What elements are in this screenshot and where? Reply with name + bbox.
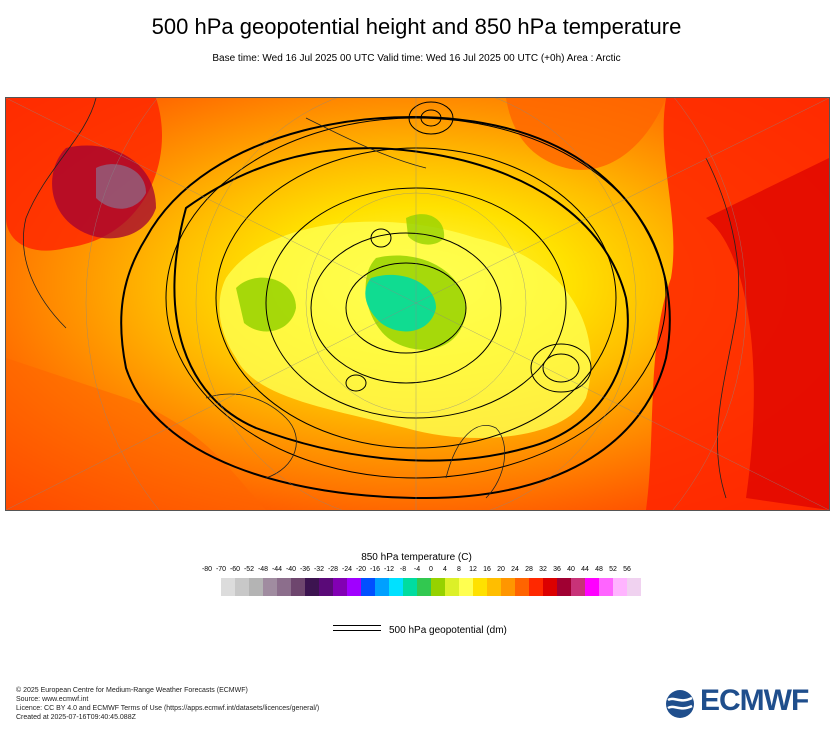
legend-tick-label: -70 [215, 566, 227, 573]
legend-tick-label: -12 [383, 566, 395, 573]
legend-swatch [515, 578, 529, 596]
legend-tick-label: 28 [525, 566, 533, 573]
legend-swatch [431, 578, 445, 596]
legend-tick-label: 56 [623, 566, 631, 573]
legend-swatch [543, 578, 557, 596]
legend-swatch [249, 578, 263, 596]
footer-source: Source: www.ecmwf.int [16, 696, 89, 703]
legend-swatch [291, 578, 305, 596]
legend-tick-label: -8 [399, 566, 407, 573]
ecmwf-logo-icon [666, 690, 694, 718]
legend-swatch [361, 578, 375, 596]
legend-tick-label: -44 [271, 566, 283, 573]
legend-ticks: -80 -70 -60 -52 -48 -44 -40 -36 -32 -28 -24 -20 -16-… [0, 566, 833, 578]
legend-swatch [403, 578, 417, 596]
legend-swatch [277, 578, 291, 596]
contour-line-key [333, 624, 381, 632]
legend-tick-label: 12 [469, 566, 477, 573]
legend-tick-label: -32 [313, 566, 325, 573]
arctic-map[interactable] [5, 97, 830, 511]
contour-legend-label: 500 hPa geopotential (dm) [389, 625, 507, 636]
legend-tick-label: 32 [539, 566, 547, 573]
legend-tick-label: 20 [497, 566, 505, 573]
footer-licence: Licence: CC BY 4.0 and ECMWF Terms of Us… [16, 705, 320, 712]
legend-tick-label: 52 [609, 566, 617, 573]
legend-swatch [417, 578, 431, 596]
legend-swatch [305, 578, 319, 596]
legend-tick-label: -48 [257, 566, 269, 573]
legend-swatch [613, 578, 627, 596]
footer-copyright: © 2025 European Centre for Medium-Range … [16, 687, 248, 694]
legend-tick-label: -20 [355, 566, 367, 573]
legend-tick-label: -24 [341, 566, 353, 573]
legend-swatch [221, 578, 235, 596]
legend-swatch [571, 578, 585, 596]
legend-tick-label: -16 [369, 566, 381, 573]
legend-swatch [263, 578, 277, 596]
legend-swatch [375, 578, 389, 596]
legend-swatch [627, 578, 641, 596]
legend-swatch [487, 578, 501, 596]
legend-swatch [529, 578, 543, 596]
legend-tick-label: 44 [581, 566, 589, 573]
legend-swatch [501, 578, 515, 596]
footer-credits: © 2025 European Centre for Medium-Range … [16, 686, 319, 722]
legend-tick-label: 0 [429, 566, 433, 573]
legend-swatch [389, 578, 403, 596]
legend-tick-label: -36 [299, 566, 311, 573]
chart-subtitle: Base time: Wed 16 Jul 2025 00 UTC Valid … [212, 53, 621, 64]
legend-swatch [473, 578, 487, 596]
legend-tick-label: 4 [443, 566, 447, 573]
legend-swatch [333, 578, 347, 596]
legend-tick-label: -40 [285, 566, 297, 573]
legend-tick-label: -80 [201, 566, 213, 573]
footer-created: Created at 2025-07-16T09:40:45.088Z [16, 714, 136, 721]
ecmwf-logo-text: ECMWF [700, 684, 809, 717]
legend-tick-label: 36 [553, 566, 561, 573]
legend-tick-label: -4 [413, 566, 421, 573]
legend-swatch [599, 578, 613, 596]
legend-swatch [235, 578, 249, 596]
legend-swatch [445, 578, 459, 596]
legend-tick-label: -60 [229, 566, 241, 573]
legend-swatch [459, 578, 473, 596]
legend-swatch [585, 578, 599, 596]
legend-swatch [319, 578, 333, 596]
legend-swatch [557, 578, 571, 596]
legend-tick-label: 24 [511, 566, 519, 573]
legend-tick-label: 8 [457, 566, 461, 573]
legend-tick-label: 16 [483, 566, 491, 573]
legend-swatch [347, 578, 361, 596]
legend-tick-label: -52 [243, 566, 255, 573]
legend-title: 850 hPa temperature (C) [361, 552, 472, 563]
legend-tick-label: 40 [567, 566, 575, 573]
chart-title: 500 hPa geopotential height and 850 hPa … [151, 14, 682, 39]
legend-tick-label: -28 [327, 566, 339, 573]
legend-tick-label: 48 [595, 566, 603, 573]
legend-colorbar [221, 578, 641, 596]
